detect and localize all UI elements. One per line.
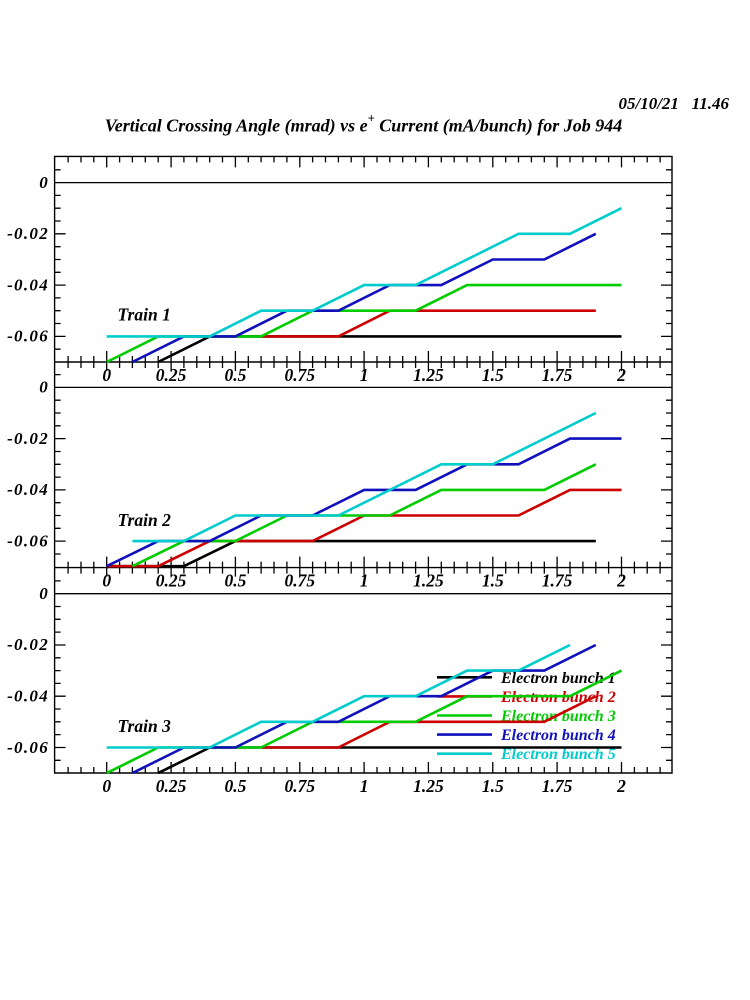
svg-text:0.5: 0.5 <box>224 570 246 590</box>
svg-text:1.5: 1.5 <box>482 365 504 385</box>
svg-text:1.25: 1.25 <box>413 776 444 796</box>
svg-text:0.25: 0.25 <box>156 365 187 385</box>
svg-text:-0.06: -0.06 <box>7 738 49 757</box>
svg-text:0: 0 <box>102 365 111 385</box>
svg-text:-0.02: -0.02 <box>7 429 49 448</box>
svg-text:-0.02: -0.02 <box>7 224 49 243</box>
svg-text:05/10/21 11.46: 05/10/21 11.46 <box>618 94 729 113</box>
svg-text:0: 0 <box>102 776 111 796</box>
svg-text:0.25: 0.25 <box>156 776 187 796</box>
svg-text:1.75: 1.75 <box>542 570 573 590</box>
svg-text:Electron bunch 1: Electron bunch 1 <box>500 670 616 687</box>
svg-text:1.25: 1.25 <box>413 365 444 385</box>
svg-text:0: 0 <box>39 378 49 397</box>
svg-text:2: 2 <box>616 365 626 385</box>
svg-text:-0.06: -0.06 <box>7 327 49 346</box>
svg-text:1.25: 1.25 <box>413 570 444 590</box>
svg-text:-0.02: -0.02 <box>7 635 49 654</box>
svg-text:0.75: 0.75 <box>284 776 315 796</box>
svg-text:1.75: 1.75 <box>542 365 573 385</box>
svg-text:1: 1 <box>360 365 369 385</box>
svg-text:1.5: 1.5 <box>482 570 504 590</box>
svg-text:2: 2 <box>616 776 626 796</box>
svg-text:1.75: 1.75 <box>542 776 573 796</box>
svg-text:0.25: 0.25 <box>156 570 187 590</box>
svg-text:-0.04: -0.04 <box>7 275 49 294</box>
svg-text:0.5: 0.5 <box>224 365 246 385</box>
svg-text:Train 3: Train 3 <box>118 716 172 736</box>
svg-text:1.5: 1.5 <box>482 776 504 796</box>
svg-text:-0.04: -0.04 <box>7 687 49 706</box>
svg-text:Train 2: Train 2 <box>118 510 172 530</box>
svg-text:1: 1 <box>360 776 369 796</box>
svg-text:0.75: 0.75 <box>284 570 315 590</box>
svg-text:0.5: 0.5 <box>224 776 246 796</box>
svg-text:-0.06: -0.06 <box>7 531 49 550</box>
svg-text:0: 0 <box>39 173 49 192</box>
svg-text:0.75: 0.75 <box>284 365 315 385</box>
svg-text:0: 0 <box>39 584 49 603</box>
svg-text:-0.04: -0.04 <box>7 480 49 499</box>
svg-text:1: 1 <box>360 570 369 590</box>
svg-text:Electron bunch 4: Electron bunch 4 <box>500 727 616 744</box>
svg-text:0: 0 <box>102 570 111 590</box>
svg-text:2: 2 <box>616 570 626 590</box>
svg-text:Electron bunch 5: Electron bunch 5 <box>500 746 616 763</box>
svg-text:Train 1: Train 1 <box>118 305 171 325</box>
svg-text:Vertical Crossing Angle (mrad): Vertical Crossing Angle (mrad) vs e+ Cur… <box>105 112 623 137</box>
